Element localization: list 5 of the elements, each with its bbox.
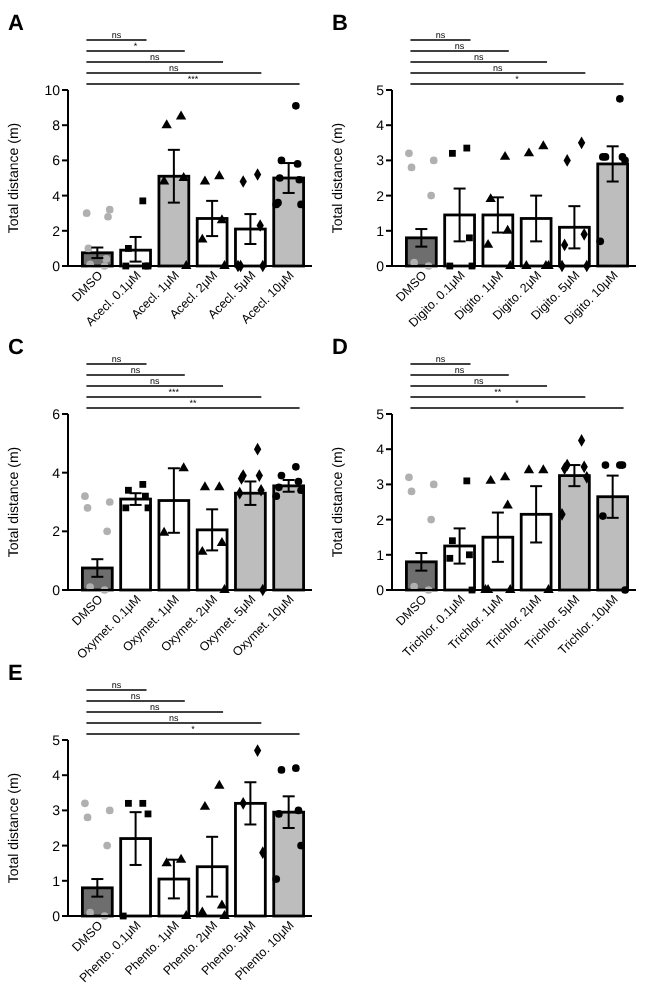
- chart-title: A: [8, 12, 24, 36]
- chart-title: E: [8, 662, 23, 686]
- chart-title: C: [8, 336, 24, 360]
- chart-title: B: [332, 12, 348, 36]
- chart-title: D: [332, 336, 348, 360]
